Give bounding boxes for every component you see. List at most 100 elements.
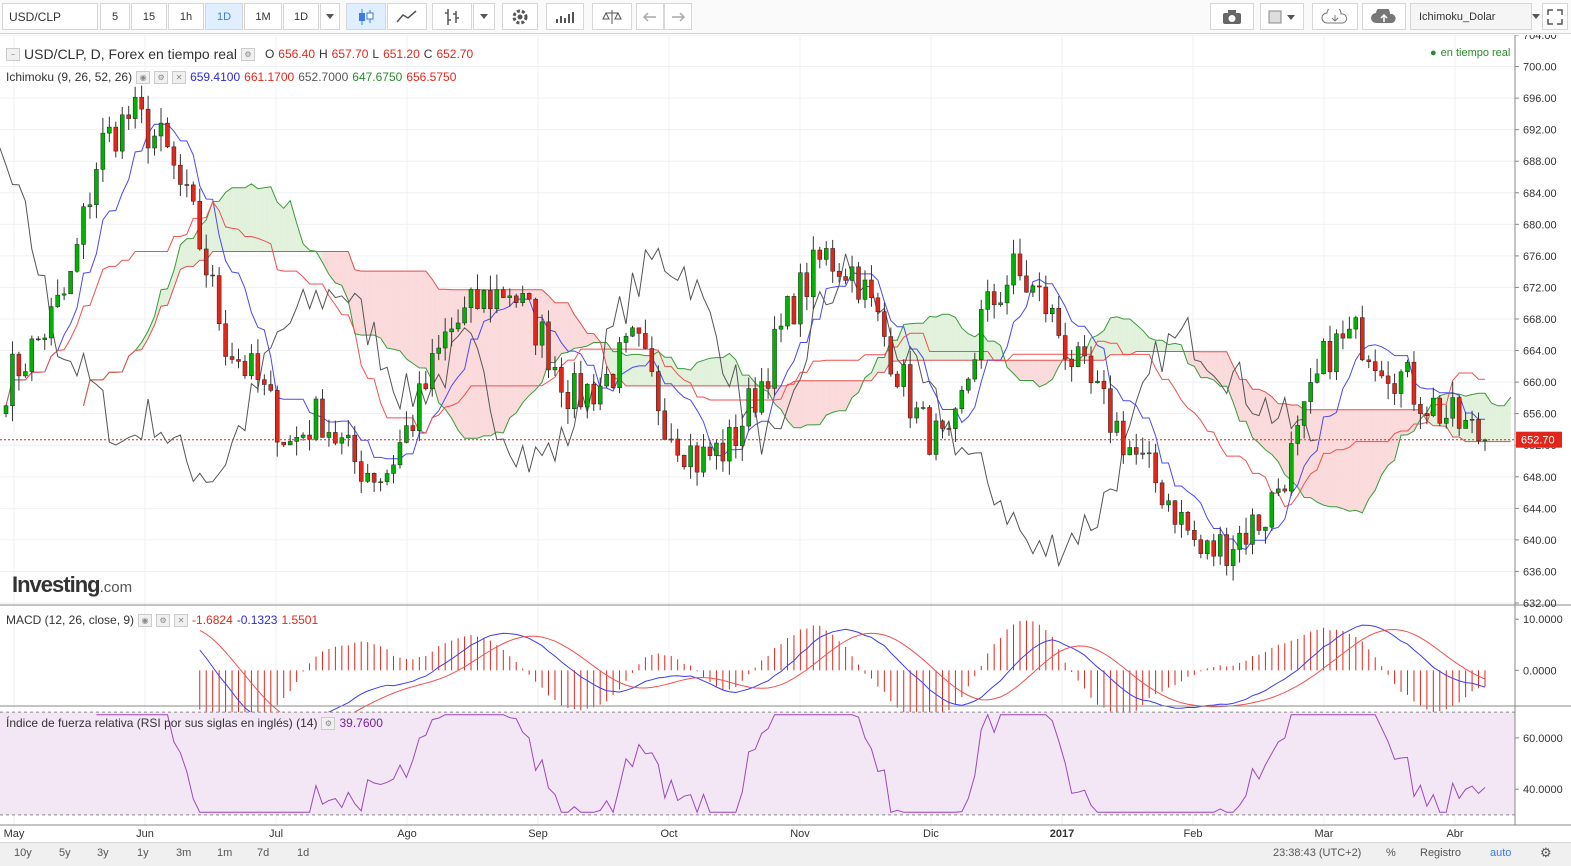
undo-icon[interactable] [636,3,664,30]
candle-down [223,323,228,357]
toolbar: USD/CLP 5 15 1h 1D 1M 1D Ichimoku_Dolar [0,0,1571,34]
ichimoku-visibility-icon[interactable]: ◉ [136,70,151,84]
cloud-segment [419,271,426,368]
cloud-segment [354,269,362,336]
interval-1h-button[interactable]: 1h [168,3,204,30]
symbol-input[interactable]: USD/CLP [2,3,98,30]
ichimoku-chikou-value: 652.7000 [298,70,349,84]
range-5y[interactable]: 5y [59,847,71,859]
rsi-y-tick: 60.0000 [1523,733,1563,745]
cloud-segment [1039,360,1046,387]
interval-dropdown-icon[interactable] [320,3,340,30]
cloud-download-icon[interactable] [1312,3,1358,30]
range-1y[interactable]: 1y [137,847,149,859]
range-1m[interactable]: 1m [217,847,233,859]
range-1d[interactable]: 1d [297,847,310,859]
ichimoku-close-icon[interactable]: ✕ [172,70,187,84]
macd-visibility-icon[interactable]: ◉ [138,613,153,627]
cloud-segment [1013,360,1020,381]
candle-up [1450,397,1455,419]
signal-line [199,628,1486,726]
bottom-settings-gear-icon[interactable]: ⚙ [1540,845,1552,860]
chart-settings-icon[interactable]: ⚙ [240,47,255,61]
candles-icon[interactable] [346,3,386,30]
auto-toggle[interactable]: auto [1490,847,1512,859]
cloud-segment [1045,360,1053,385]
study-dropdown-icon[interactable] [1532,3,1540,30]
settings-gear-icon[interactable] [502,3,538,30]
rsi-pane: 60.0000 40.0000 [0,711,1563,816]
candle-down [907,364,913,419]
area-chart-icon[interactable] [387,3,427,30]
candle-down [1043,286,1049,315]
interval-1d-button[interactable]: 1D [205,3,243,30]
candle-down [1411,361,1417,405]
candle-up [772,328,777,389]
redo-icon[interactable] [664,3,692,30]
cloud-segment [1413,409,1421,432]
compare-scale-icon[interactable] [592,3,632,30]
ichimoku-span-b-value: 656.5750 [406,70,457,84]
candle-up [455,322,461,330]
cloud-segment [393,271,400,351]
candle-up [462,307,467,324]
indicators-icon[interactable] [546,3,584,30]
macd-close-icon[interactable]: ✕ [174,613,189,627]
range-3m[interactable]: 3m [176,847,192,859]
camera-icon[interactable] [1210,3,1254,30]
interval-5-button[interactable]: 5 [100,3,130,30]
candle-up [326,432,332,438]
cloud-segment [845,380,853,411]
x-tick-label: May [4,828,25,840]
range-7d[interactable]: 7d [257,847,270,859]
candle-up [572,373,577,410]
cloud-segment [1194,351,1201,378]
candle-down [36,338,41,341]
candle-down [358,461,364,482]
live-label: en tiempo real [1440,47,1511,59]
range-3y[interactable]: 3y [97,847,109,859]
live-dot-icon: ● [1430,47,1437,59]
ichimoku-settings-icon[interactable]: ⚙ [154,70,169,84]
candle-up [468,289,474,309]
macd-value-2: -0.1323 [236,613,278,627]
rsi-settings-icon[interactable]: ⚙ [321,716,336,730]
cloud-segment [257,187,265,252]
range-10y[interactable]: 10y [14,847,32,859]
candle-down [275,390,280,443]
cloud-segment [864,372,872,381]
macd-value-1: -1.6824 [192,613,233,627]
candle-down [559,367,564,393]
collapse-icon[interactable]: − [6,47,20,61]
study-template-select[interactable]: Ichimoku_Dolar [1410,3,1532,30]
interval-1m-button[interactable]: 1M [244,3,282,30]
cloud-segment [1310,409,1318,503]
candle-down [229,356,235,360]
candlestick-series [3,85,1488,581]
candle-down [610,374,616,388]
chart-canvas[interactable]: 10.0000 0.0000 60.0000 40.0000 704.00 700.0… [0,35,1571,842]
candle-down [197,200,203,250]
interval-1d-alt-button[interactable]: 1D [283,3,319,30]
fullscreen-icon[interactable] [1542,3,1568,30]
candle-down [546,321,551,371]
registro-link[interactable]: Registro [1420,847,1461,859]
layout-dropdown-icon[interactable] [1260,3,1304,30]
cloud-segment [968,333,975,361]
cloud-segment [1265,392,1272,455]
macd-settings-icon[interactable]: ⚙ [156,613,171,627]
candle-down [869,279,874,299]
candle-up [1095,380,1100,384]
cloud-upload-icon[interactable] [1362,3,1406,30]
candle-up [120,114,125,152]
cloud-segment [910,323,917,361]
candle-up [552,367,558,371]
cloud-segment [1110,316,1117,355]
candle-up [1398,371,1404,394]
bars-icon[interactable] [432,3,472,30]
percent-toggle[interactable]: % [1386,847,1396,859]
cloud-segment [471,289,478,439]
chart-type-dropdown-icon[interactable] [473,3,495,30]
interval-15-button[interactable]: 15 [131,3,167,30]
clock: 23:38:43 (UTC+2) [1273,847,1362,859]
